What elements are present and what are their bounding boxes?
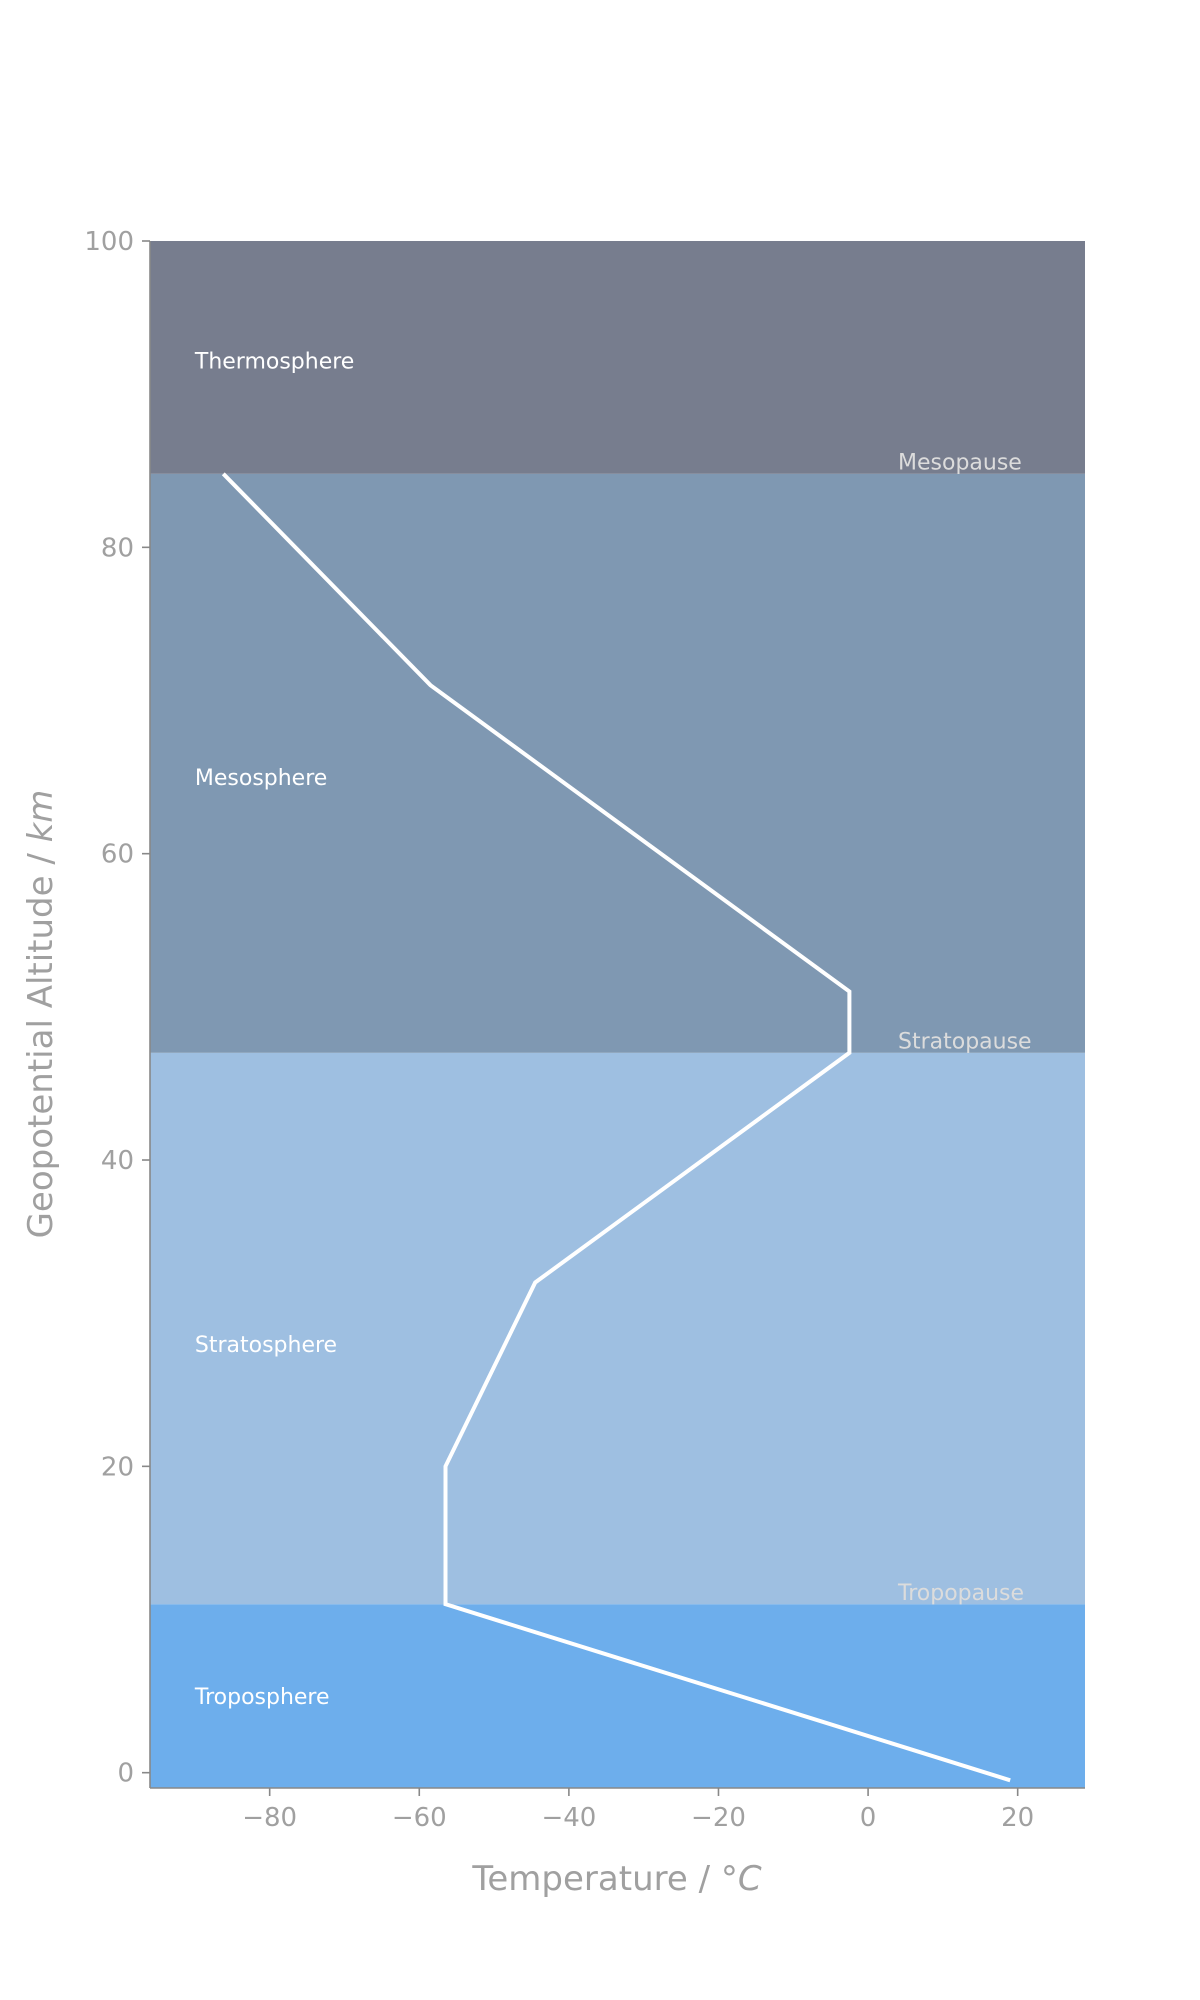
layer-label-stratosphere: Stratosphere — [195, 1333, 337, 1358]
axes: −80 −60 −40 −20 0 20 0 20 40 60 80 100 — [84, 227, 1085, 1833]
series-line-0 — [221, 472, 1011, 1783]
pause-label-tropopause: Tropopause — [897, 1581, 1024, 1606]
temperature-profile — [221, 472, 1011, 1783]
y-tick-label: 20 — [101, 1452, 134, 1482]
x-tick-label: −60 — [392, 1803, 447, 1833]
layer-label-thermosphere: Thermosphere — [194, 349, 354, 374]
x-tick-label: −80 — [242, 1803, 297, 1833]
y-tick-label: 40 — [101, 1146, 134, 1176]
band-thermosphere — [150, 241, 1085, 474]
band-troposphere — [150, 1604, 1085, 1788]
layer-bands — [150, 241, 1085, 1788]
x-tick-label: 20 — [1001, 1803, 1034, 1833]
y-tick-label: 100 — [84, 227, 134, 257]
x-tick-label: −40 — [541, 1803, 596, 1833]
y-axis-title: Geopotential Altitude / km — [21, 790, 61, 1239]
x-axis-title: Temperature / °C — [471, 1859, 761, 1899]
x-tick-label: 0 — [860, 1803, 877, 1833]
x-tick-label: −20 — [691, 1803, 746, 1833]
y-tick-label: 0 — [117, 1759, 134, 1789]
layer-label-mesosphere: Mesosphere — [195, 766, 327, 791]
layer-label-troposphere: Troposphere — [194, 1685, 330, 1710]
band-stratosphere — [150, 1052, 1085, 1605]
pause-label-stratopause: Stratopause — [898, 1030, 1032, 1055]
layer-labels: Troposphere Stratosphere Mesosphere Thermos… — [194, 349, 1032, 1710]
pause-label-mesopause: Mesopause — [898, 451, 1022, 476]
y-tick-label: 60 — [101, 840, 134, 870]
y-tick-label: 80 — [101, 533, 134, 563]
band-mesosphere — [150, 473, 1085, 1053]
